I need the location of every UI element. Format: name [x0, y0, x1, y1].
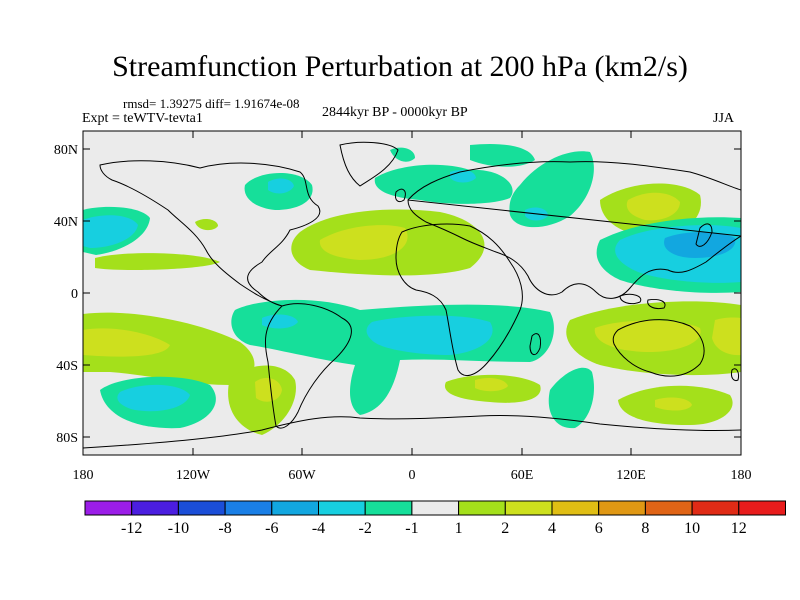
- coast-eurasia: [407, 161, 741, 299]
- map-title: Streamfunction Perturbation at 200 hPa (…: [112, 50, 688, 83]
- lon-tick-marks: [82, 131, 742, 455]
- colorbar-box: [738, 500, 786, 516]
- lon-label-120w: 120W: [176, 468, 211, 483]
- lon-label-0: 0: [409, 468, 416, 483]
- contour-pos4-north-atlantic: [319, 225, 408, 260]
- colorbar-box: [598, 500, 646, 516]
- coast-africa: [395, 223, 523, 377]
- coast-indonesia: [619, 293, 666, 309]
- contour-pos4-east: [712, 317, 741, 356]
- contour-neg-arctic: [470, 143, 535, 167]
- lat-label-80s: 80S: [56, 431, 78, 446]
- colorbar-label: 1: [455, 520, 463, 537]
- colorbar-box: [84, 500, 133, 516]
- coast-antarctica: [83, 414, 741, 449]
- colorbar-box: [411, 500, 460, 516]
- coast-australia: [612, 319, 705, 377]
- contour-pos4-asia: [626, 192, 680, 221]
- colorbar-box: [364, 500, 413, 516]
- colorbar-box: [504, 500, 553, 516]
- coast-uk: [395, 188, 406, 203]
- colorbar-label: -4: [312, 520, 325, 537]
- lon-label-60e: 60E: [511, 468, 534, 483]
- lon-label-120e: 120E: [616, 468, 646, 483]
- lon-labels: 180 120W 60W 0 60E 120E 180: [73, 468, 752, 483]
- colorbar-label: -6: [265, 520, 278, 537]
- coast-south-america: [264, 303, 352, 429]
- lat-label-40n: 40N: [54, 215, 78, 230]
- experiment-label: Expt = teWTV-tevta1: [82, 111, 203, 126]
- colorbar-box: [177, 500, 226, 516]
- contour-neg2-south-pacific: [117, 384, 190, 412]
- colorbar-labels: -12 -10 -8 -6 -4 -2 -1 1 2 4 6 8 10 12: [121, 520, 747, 537]
- map-panel: 80N 40N 0 40S 80S 180 120W 60W 0 60E 120…: [54, 130, 752, 483]
- lat-tick-marks: [83, 148, 741, 438]
- stats-line: rmsd= 1.39275 diff= 1.91674e-08: [123, 96, 300, 111]
- colorbar-box: [458, 500, 506, 516]
- lon-label-180w: 180: [73, 468, 94, 483]
- colorbar-label: -10: [168, 520, 189, 537]
- contour-pos4-indian: [475, 378, 508, 392]
- contour-pos-small: [195, 219, 218, 231]
- coast-madagascar: [529, 333, 541, 355]
- season-label: JJA: [713, 111, 735, 126]
- coast-new-zealand: [731, 368, 739, 381]
- colorbar-box: [644, 500, 693, 516]
- colorbar-label: -2: [359, 520, 372, 537]
- contour-neg-indian-ocean: [548, 367, 595, 429]
- lon-label-180e: 180: [731, 468, 752, 483]
- colorbar-box: [271, 500, 319, 516]
- coast-north-america: [99, 160, 321, 307]
- period-label: 2844kyr BP - 0000kyr BP: [322, 105, 468, 120]
- colorbar-box: [551, 500, 600, 516]
- contour-neg2-north-america: [268, 178, 294, 194]
- colorbar-box: [224, 500, 273, 516]
- coast-japan: [695, 223, 713, 247]
- lat-label-0: 0: [71, 287, 78, 302]
- colorbar: -12 -10 -8 -6 -4 -2 -1 1 2 4 6 8 10 12: [84, 500, 786, 537]
- colorbar-boxes: [84, 500, 786, 516]
- colorbar-label: 10: [684, 520, 700, 537]
- contour-pos4-south-east: [655, 397, 692, 411]
- contour-pos-equatorial-west: [95, 253, 220, 270]
- colorbar-label: 6: [595, 520, 603, 537]
- colorbar-label: 8: [641, 520, 649, 537]
- lat-label-80n: 80N: [54, 143, 78, 158]
- lat-labels: 80N 40N 0 40S 80S: [54, 143, 78, 446]
- contour-neg2-south-atlantic: [366, 315, 493, 355]
- colorbar-box: [131, 500, 179, 516]
- coastlines: [83, 141, 741, 449]
- contour-neg-europe: [374, 164, 513, 204]
- colorbar-label: -8: [218, 520, 231, 537]
- contour-neg2-equatorial: [262, 314, 298, 329]
- contour-pos4-south-pacific: [83, 328, 170, 357]
- contour-neg2-north-pacific: [83, 215, 138, 248]
- lat-label-40s: 40S: [56, 359, 78, 374]
- colorbar-label: -12: [121, 520, 142, 537]
- lon-label-60w: 60W: [288, 468, 316, 483]
- colorbar-label: 4: [548, 520, 556, 537]
- contour-neg4-east-asia: [664, 232, 736, 258]
- contour-neg-small-north: [390, 147, 415, 162]
- colorbar-label: 12: [731, 520, 747, 537]
- coast-greenland: [339, 141, 399, 187]
- colorbar-label: 2: [501, 520, 509, 537]
- contour-pos4-south-america: [255, 377, 282, 402]
- colorbar-box: [318, 500, 366, 516]
- colorbar-box: [691, 500, 740, 516]
- colorbar-label: -1: [405, 520, 418, 537]
